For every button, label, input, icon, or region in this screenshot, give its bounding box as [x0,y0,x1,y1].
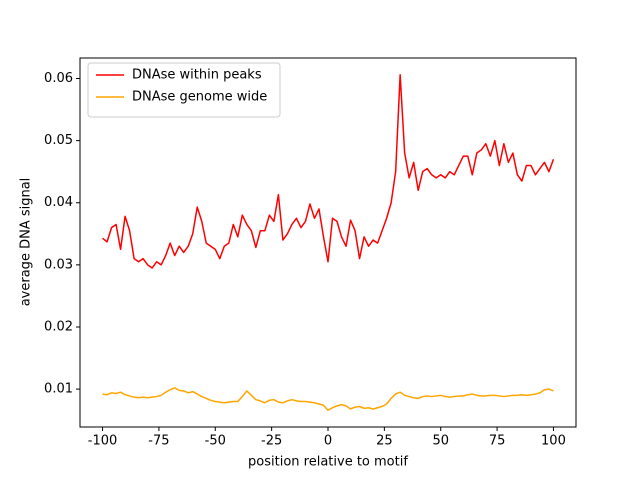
y-tick-label: 0.02 [44,319,73,334]
y-axis-label: average DNA signal [19,178,34,307]
x-tick-label: -50 [205,434,226,449]
y-tick-label: 0.05 [44,133,73,148]
x-tick-label: 0 [324,434,332,449]
x-tick-label: 25 [376,434,393,449]
x-tick-label: -100 [88,434,118,449]
data-line [102,74,555,269]
data-line [102,387,554,411]
x-tick-label: -75 [148,434,169,449]
y-tick-label: 0.03 [44,257,73,272]
x-tick-label: 75 [489,434,506,449]
x-tick-label: 50 [432,434,449,449]
legend-box [87,62,281,118]
x-axis-label: position relative to motif [248,455,408,470]
y-tick-label: 0.01 [44,382,73,397]
legend-label: DNAse within peaks [132,68,262,83]
y-tick-label: 0.06 [44,71,73,86]
legend-label: DNAse genome wide [132,90,267,105]
y-tick-label: 0.04 [44,195,73,210]
axes-frame [79,57,577,428]
x-tick-label: 100 [541,434,566,449]
x-tick-label: -25 [261,434,282,449]
